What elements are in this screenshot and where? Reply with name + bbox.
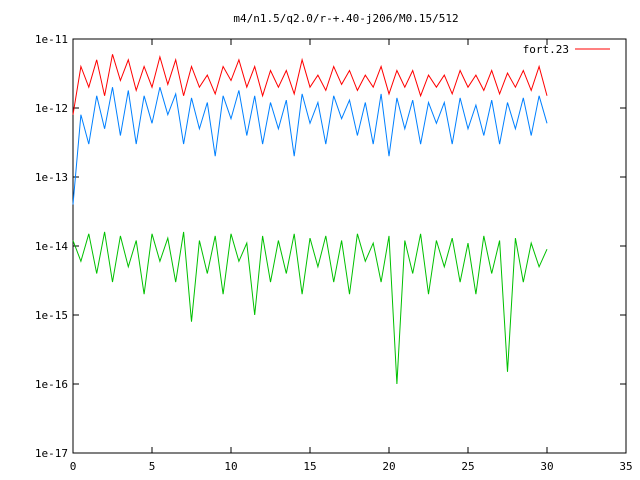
legend-label: fort.23 [523, 43, 569, 56]
x-tick-label: 5 [149, 460, 156, 473]
series-line-1 [72, 54, 548, 115]
legend: fort.23 [523, 43, 610, 56]
chart-title: m4/n1.5/q2.0/r-+.40-j206/M0.15/512 [233, 12, 458, 25]
y-tick-label: 1e-15 [35, 309, 68, 322]
x-tick-label: 20 [382, 460, 395, 473]
y-tick-label: 1e-14 [35, 240, 68, 253]
series-line-2 [72, 87, 548, 205]
y-tick-label: 1e-12 [35, 102, 68, 115]
y-tick-label: 1e-11 [35, 33, 68, 46]
series-group [72, 54, 548, 385]
x-tick-label: 25 [461, 460, 474, 473]
x-tick-label: 0 [70, 460, 77, 473]
y-tick-label: 1e-17 [35, 447, 68, 460]
x-tick-label: 15 [303, 460, 316, 473]
y-tick-label: 1e-13 [35, 171, 68, 184]
series-line-3 [72, 231, 548, 385]
x-tick-label: 10 [224, 460, 237, 473]
y-axis: 1e-17 1e-16 1e-15 1e-14 1e-13 1e-12 1e-11 [35, 33, 626, 460]
y-tick-label: 1e-16 [35, 378, 68, 391]
x-axis: 0 5 10 15 20 25 30 35 [70, 39, 633, 473]
x-tick-label: 30 [540, 460, 553, 473]
x-tick-label: 35 [619, 460, 632, 473]
